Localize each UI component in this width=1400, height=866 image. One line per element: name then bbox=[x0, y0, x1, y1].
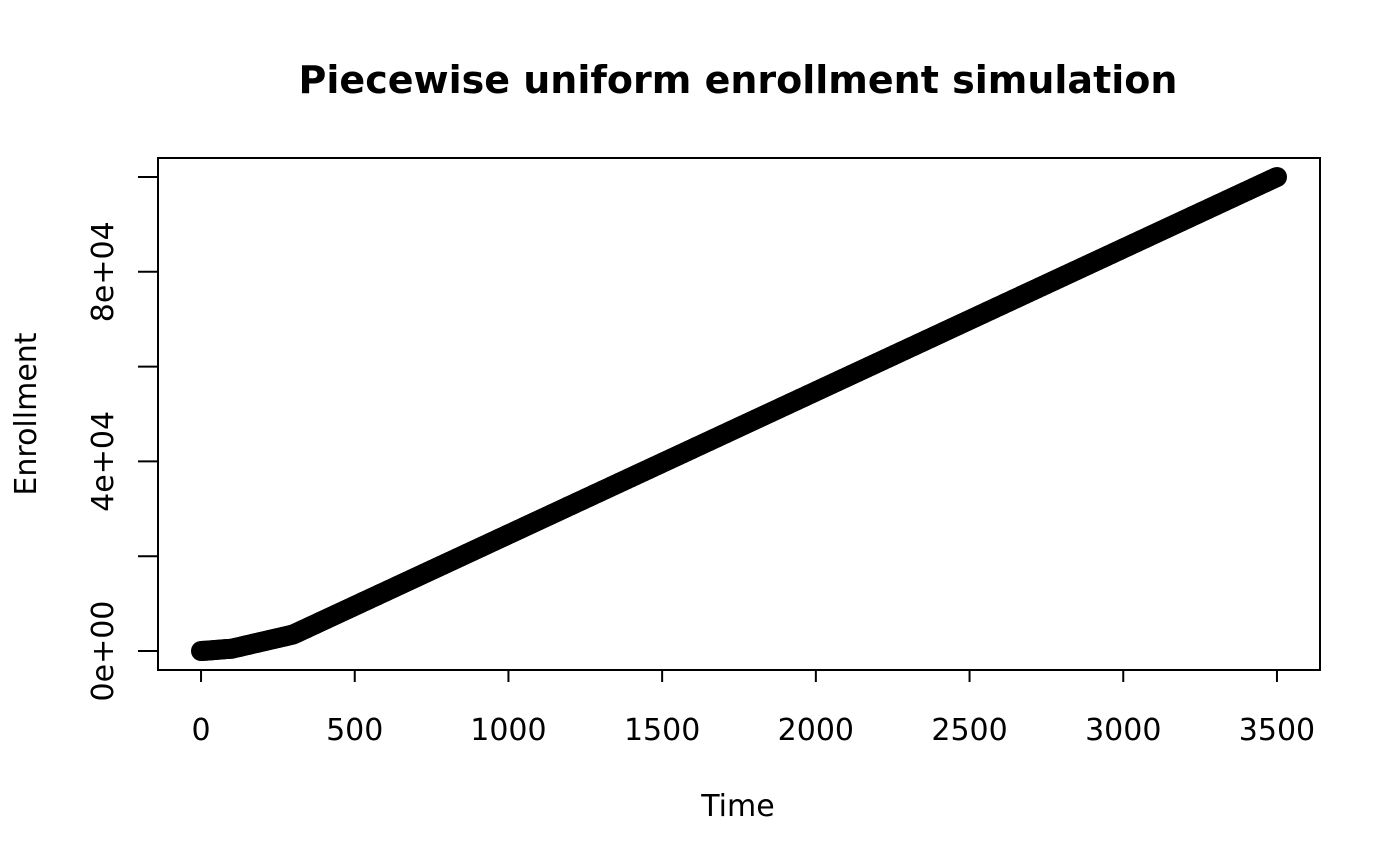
y-tick-label: 8e+04 bbox=[86, 221, 121, 322]
x-axis: 0 500 1000 1500 2000 2500 3000 3500 bbox=[191, 670, 1315, 748]
y-axis: 0e+00 4e+04 8e+04 bbox=[86, 175, 158, 702]
x-tick-label: 2000 bbox=[778, 713, 854, 748]
x-tick-label: 1500 bbox=[624, 713, 700, 748]
x-tick-label: 1000 bbox=[470, 713, 546, 748]
y-tick-label: 4e+04 bbox=[86, 411, 121, 512]
x-tick-label: 500 bbox=[326, 713, 383, 748]
x-tick-label: 2500 bbox=[931, 713, 1007, 748]
plot-frame bbox=[157, 157, 1321, 671]
data-points bbox=[191, 167, 1287, 661]
y-axis-label: Enrollment bbox=[9, 332, 44, 495]
x-axis-label: Time bbox=[700, 789, 774, 824]
x-tick-label: 3500 bbox=[1239, 713, 1315, 748]
x-tick-label: 3000 bbox=[1085, 713, 1161, 748]
data-point bbox=[1267, 167, 1287, 187]
x-tick-label: 0 bbox=[191, 713, 210, 748]
y-tick-label: 0e+00 bbox=[86, 601, 121, 702]
chart-title: Piecewise uniform enrollment simulation bbox=[299, 58, 1178, 102]
